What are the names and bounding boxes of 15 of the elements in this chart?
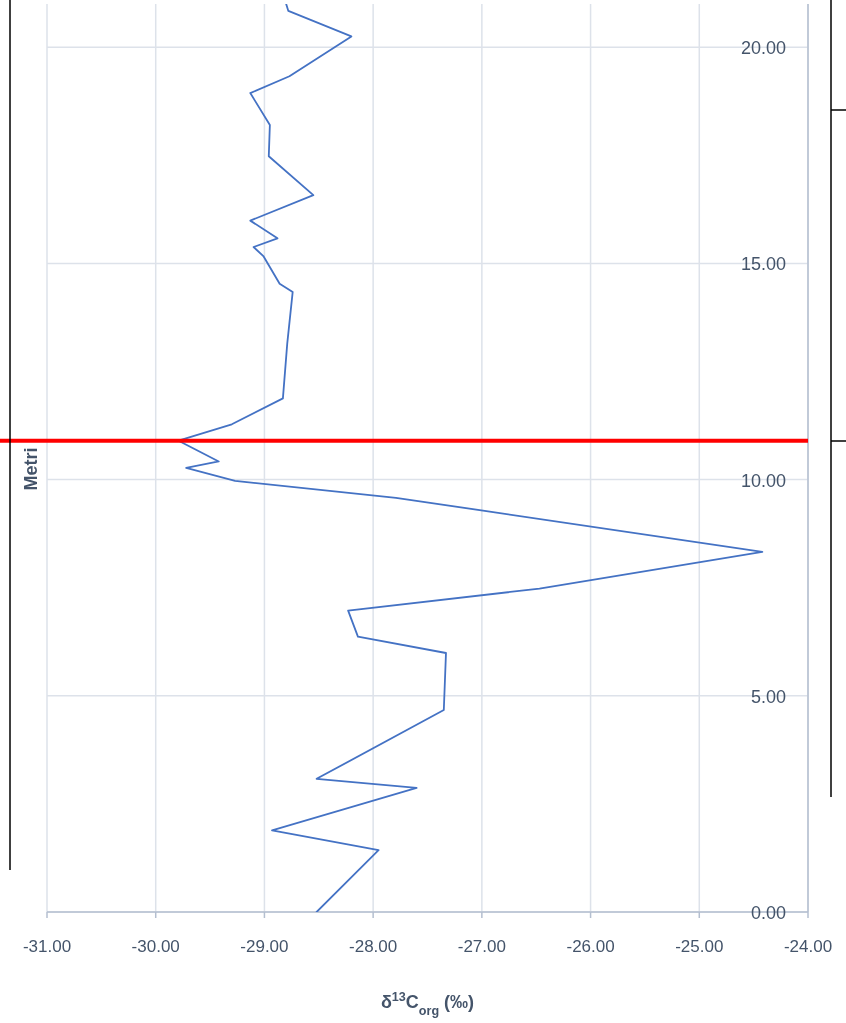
y-axis-title: Metri [21, 447, 41, 491]
y-tick-label: 0.00 [750, 903, 786, 923]
x-axis-title: δ$^{13}$C$_{org}$ (‰) [380, 990, 475, 1018]
x-tick-label: -24.00 [783, 937, 833, 956]
x-tick-label: -31.00 [22, 937, 72, 956]
y-tick-label: 5.00 [750, 686, 786, 707]
x-tick-label: -30.00 [131, 937, 180, 956]
y-tick-label: 20.00 [740, 38, 786, 59]
y-tick-label: 15.00 [740, 254, 786, 275]
x-tick-label: -27.00 [457, 937, 506, 956]
y-tick-label: 10.00 [740, 470, 786, 491]
x-tick-label: -25.00 [675, 937, 724, 956]
x-tick-label: -26.00 [566, 937, 615, 956]
x-tick-label: -28.00 [349, 937, 398, 956]
x-tick-label: -29.00 [240, 937, 289, 956]
